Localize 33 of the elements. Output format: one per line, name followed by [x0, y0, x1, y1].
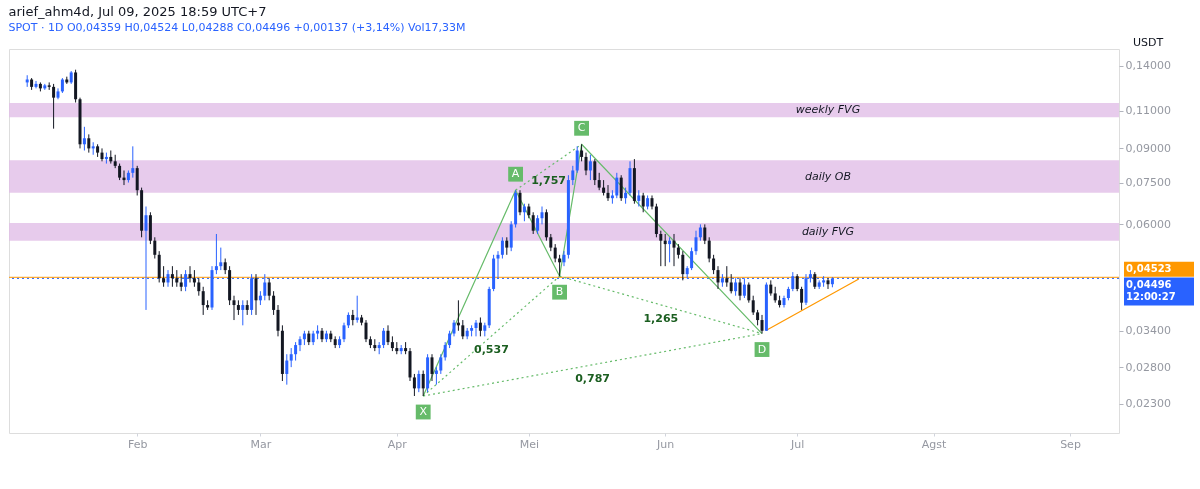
y-tick-label: 0,09000 [1125, 141, 1171, 155]
y-tick-label: 0,02800 [1125, 360, 1171, 374]
band-label: daily FVG [801, 224, 855, 238]
chart-title: arief_ahm4d, Jul 09, 2025 18:59 UTC+7 [8, 4, 267, 19]
y-tick-label: 0,03400 [1125, 324, 1171, 338]
annotation: C [577, 121, 586, 135]
annotation: 0,537 [474, 343, 509, 357]
band-label: weekly FVG [795, 103, 861, 117]
x-tick-label: Jul [790, 437, 805, 451]
x-tick-label: Mei [519, 437, 539, 451]
band-label: daily OB [804, 169, 852, 183]
x-tick-label: Sep [1060, 437, 1081, 451]
ref-line-label: 0,04523 [1126, 263, 1172, 275]
chart-subtitle: SPOT · 1D O0,04359 H0,04524 L0,04288 C0,04496 +0,00137 (+3,14%) Vol17,33M [8, 21, 466, 34]
x-tick-label: Jun [656, 437, 675, 451]
annotation: B [555, 285, 564, 299]
annotation: X [419, 405, 428, 419]
ref-line-label: 0,04496 12:00:27 [1126, 279, 1176, 303]
annotation: A [511, 167, 520, 181]
annotation: 1,265 [643, 311, 679, 325]
y-tick-label: 0,06000 [1125, 217, 1171, 231]
x-tick-label: Mar [250, 437, 272, 451]
x-tick-label: Feb [127, 437, 148, 451]
y-tick-label: 0,02300 [1125, 397, 1171, 411]
annotation: D [757, 342, 767, 356]
y-tick-label: 0,07500 [1125, 176, 1171, 190]
y-tick-label: 0,11000 [1125, 104, 1171, 118]
annotation: 1,757 [531, 174, 566, 188]
text: USDT [1133, 36, 1164, 49]
annotation: 0,787 [575, 371, 610, 385]
x-tick-label: Apr [387, 437, 408, 451]
x-tick-label: Agst [921, 437, 948, 451]
y-tick-label: 0,14000 [1125, 59, 1171, 73]
